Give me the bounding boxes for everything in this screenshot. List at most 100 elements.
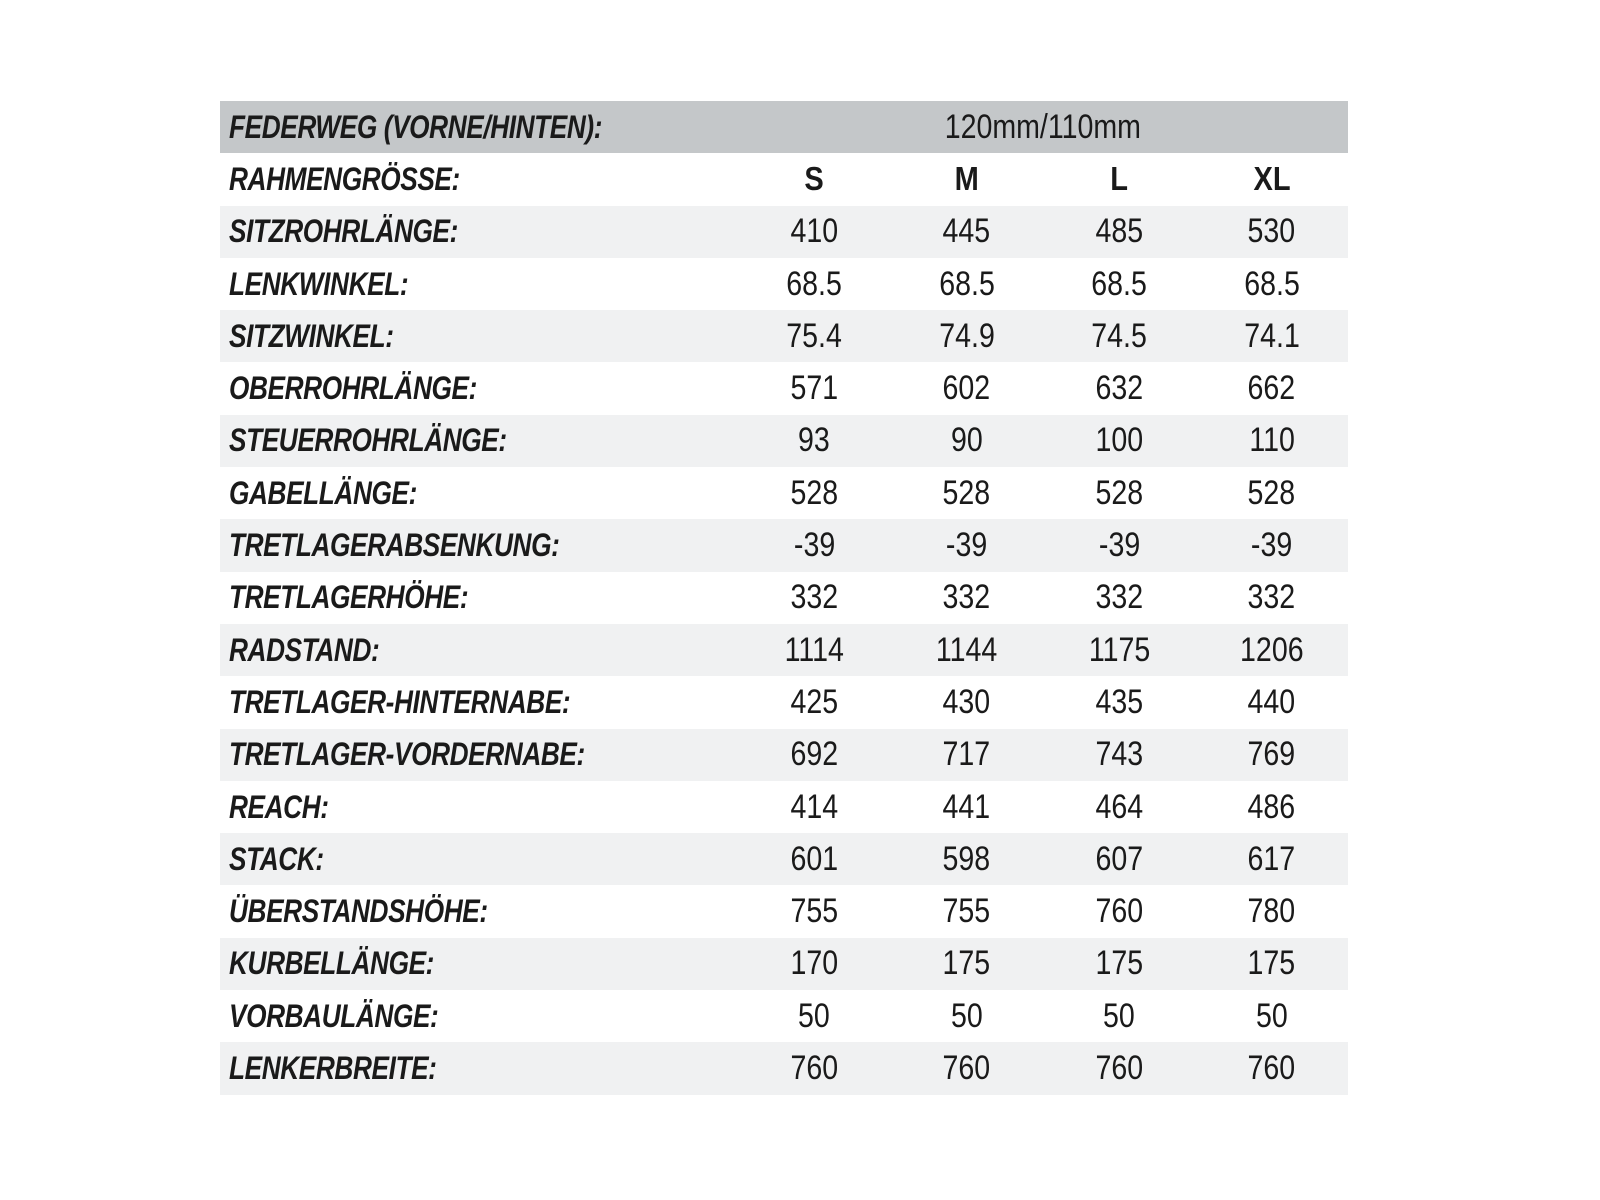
spec-value-cell: 50 — [738, 997, 891, 1036]
suspension-travel-value-cell: 120mm/110mm — [738, 108, 1348, 147]
spec-value: 50 — [950, 996, 983, 1035]
row-label-cell: OBERROHRLÄNGE: — [220, 370, 738, 407]
spec-value-cell: 50 — [891, 997, 1044, 1036]
spec-value-cell: 68.5 — [1043, 265, 1196, 304]
spec-row-label: RADSTAND: — [229, 631, 380, 668]
spec-value-cell: 1114 — [738, 631, 891, 670]
spec-value: 175 — [942, 944, 991, 983]
spec-value-cell: 425 — [738, 683, 891, 722]
spec-value-cell: 410 — [738, 212, 891, 251]
spec-row: OBERROHRLÄNGE: 571 602 632 662 — [220, 362, 1348, 415]
spec-value-cell: 1144 — [891, 631, 1044, 670]
row-label-cell: TRETLAGER-HINTERNABE: — [220, 684, 738, 721]
spec-value: 74.1 — [1243, 316, 1300, 355]
spec-value-cell: 755 — [738, 892, 891, 931]
spec-value: 1114 — [784, 630, 844, 669]
spec-value: 74.5 — [1091, 316, 1148, 355]
size-column-header: L — [1110, 160, 1129, 198]
size-column-header-cell: L — [1043, 160, 1196, 198]
spec-value: 50 — [1255, 996, 1288, 1035]
spec-value-cell: 68.5 — [1196, 265, 1349, 304]
spec-value: 175 — [1247, 944, 1296, 983]
spec-value: 410 — [790, 212, 839, 251]
spec-value: 528 — [942, 473, 991, 512]
spec-value: 632 — [1095, 369, 1144, 408]
spec-value-cell: 632 — [1043, 369, 1196, 408]
row-label-cell: TRETLAGERHÖHE: — [220, 579, 738, 616]
spec-value-cell: 601 — [738, 840, 891, 879]
spec-value-cell: 528 — [738, 474, 891, 513]
spec-value: 755 — [790, 892, 839, 931]
spec-value: 332 — [1247, 578, 1296, 617]
spec-row-label: GABELLÄNGE: — [229, 474, 417, 511]
spec-value: 332 — [790, 578, 839, 617]
spec-value: 760 — [1095, 1048, 1144, 1087]
spec-value: 332 — [942, 578, 991, 617]
spec-value-cell: 760 — [1043, 1049, 1196, 1088]
spec-value: 692 — [790, 735, 839, 774]
spec-value-cell: 100 — [1043, 421, 1196, 460]
spec-value-cell: 332 — [891, 578, 1044, 617]
spec-value: 598 — [942, 839, 991, 878]
spec-row: TRETLAGERABSENKUNG: -39 -39 -39 -39 — [220, 519, 1349, 572]
size-column-header-cell: M — [891, 160, 1044, 198]
spec-row: KURBELLÄNGE: 170 175 175 175 — [220, 937, 1348, 991]
spec-value-cell: -39 — [891, 526, 1044, 565]
spec-value: 445 — [942, 212, 991, 251]
spec-value: 1206 — [1239, 630, 1304, 669]
spec-value: 760 — [1095, 892, 1144, 931]
spec-row-label: REACH: — [229, 788, 329, 825]
spec-value: 68.5 — [938, 264, 995, 303]
spec-row-label: ÜBERSTANDSHÖHE: — [229, 893, 488, 930]
spec-value: 68.5 — [1091, 264, 1148, 303]
spec-value: 717 — [942, 735, 991, 774]
spec-value-cell: 332 — [738, 578, 891, 617]
spec-value-cell: 598 — [891, 840, 1044, 879]
spec-value: 74.9 — [938, 316, 995, 355]
spec-value-cell: 332 — [1043, 578, 1196, 617]
row-label-cell: SITZROHRLÄNGE: — [220, 213, 738, 250]
spec-value-cell: 760 — [1196, 1049, 1349, 1088]
spec-row-label: SITZWINKEL: — [229, 317, 394, 354]
spec-value-cell: 74.9 — [891, 317, 1044, 356]
spec-row-label: STACK: — [229, 840, 324, 877]
spec-row: TRETLAGER-VORDERNABE: 692 717 743 769 — [220, 728, 1348, 781]
spec-row: LENKWINKEL: 68.5 68.5 68.5 68.5 — [220, 257, 1349, 311]
spec-value-cell: 110 — [1196, 421, 1349, 460]
spec-row: ÜBERSTANDSHÖHE: 755 755 760 780 — [220, 885, 1349, 938]
spec-value: 617 — [1247, 839, 1296, 878]
spec-row-label: OBERROHRLÄNGE: — [229, 370, 477, 407]
spec-value: 760 — [1247, 1048, 1296, 1087]
spec-value: 528 — [1247, 473, 1296, 512]
spec-value-cell: 743 — [1043, 735, 1196, 774]
spec-row-label: TRETLAGERABSENKUNG: — [229, 527, 560, 564]
spec-value-cell: 692 — [738, 735, 891, 774]
spec-value-cell: 414 — [738, 788, 891, 827]
spec-row-label: SITZROHRLÄNGE: — [229, 213, 458, 250]
spec-value: -39 — [793, 526, 835, 565]
spec-value: 68.5 — [786, 264, 843, 303]
frame-size-label: RAHMENGRÖSSE: — [229, 160, 460, 197]
spec-value-cell: 170 — [738, 944, 891, 983]
size-column-header-cell: S — [738, 160, 891, 198]
spec-value: 769 — [1247, 735, 1296, 774]
spec-value: 414 — [790, 787, 839, 826]
spec-value: 602 — [942, 369, 991, 408]
spec-row: REACH: 414 441 464 486 — [220, 780, 1348, 834]
row-label-cell: REACH: — [220, 789, 738, 826]
suspension-travel-row: FEDERWEG (VORNE/HINTEN): 120mm/110mm — [220, 101, 1348, 154]
spec-value: 464 — [1095, 787, 1144, 826]
spec-value: 760 — [790, 1048, 839, 1087]
spec-value: 485 — [1095, 212, 1144, 251]
spec-value: -39 — [1251, 526, 1293, 565]
spec-row-label: STEUERROHRLÄNGE: — [229, 422, 507, 459]
spec-value-cell: 607 — [1043, 840, 1196, 879]
spec-row-label: TRETLAGER-HINTERNABE: — [229, 683, 571, 720]
spec-value-cell: 175 — [1043, 944, 1196, 983]
spec-value-cell: 780 — [1196, 892, 1349, 931]
row-label-cell: KURBELLÄNGE: — [220, 945, 738, 982]
row-label-cell: LENKERBREITE: — [220, 1050, 738, 1087]
spec-value-cell: 75.4 — [738, 317, 891, 356]
spec-value: 486 — [1247, 787, 1296, 826]
spec-value-cell: -39 — [1196, 526, 1349, 565]
